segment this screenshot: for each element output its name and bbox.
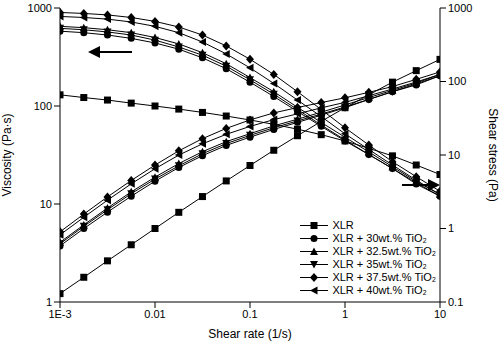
html-text:XLR + 32.5wt.% TiO₂: XLR + 32.5wt.% TiO₂ [332,245,436,257]
html-text:XLR + 40wt.% TiO₂: XLR + 40wt.% TiO₂ [332,284,427,296]
svg-text:Shear rate (1/s): Shear rate (1/s) [208,327,291,341]
svg-text:1E-3: 1E-3 [48,308,71,320]
svg-text:10: 10 [40,198,52,210]
svg-text:1000: 1000 [448,2,472,14]
svg-text:100: 100 [448,75,466,87]
svg-text:Viscosity (Pa·s): Viscosity (Pa·s) [8,113,14,196]
svg-text:1: 1 [342,308,348,320]
svg-text:Shear stress (Pa): Shear stress (Pa) [486,108,492,201]
svg-text:1000: 1000 [28,2,52,14]
svg-text:0.01: 0.01 [144,308,165,320]
html-text:XLR + 35wt.% TiO₂: XLR + 35wt.% TiO₂ [332,258,427,270]
svg-text:0.1: 0.1 [242,308,257,320]
svg-text:1: 1 [46,296,52,308]
svg-text:10: 10 [434,308,446,320]
svg-text:0.1: 0.1 [448,296,463,308]
svg-text:10: 10 [448,149,460,161]
html-text:XLR + 37.5wt.% TiO₂: XLR + 37.5wt.% TiO₂ [332,271,436,283]
svg-text:100: 100 [34,100,52,112]
svg-text:1: 1 [448,222,454,234]
html-text:XLR: XLR [332,219,354,231]
html-text:XLR + 30wt.% TiO₂: XLR + 30wt.% TiO₂ [332,232,427,244]
